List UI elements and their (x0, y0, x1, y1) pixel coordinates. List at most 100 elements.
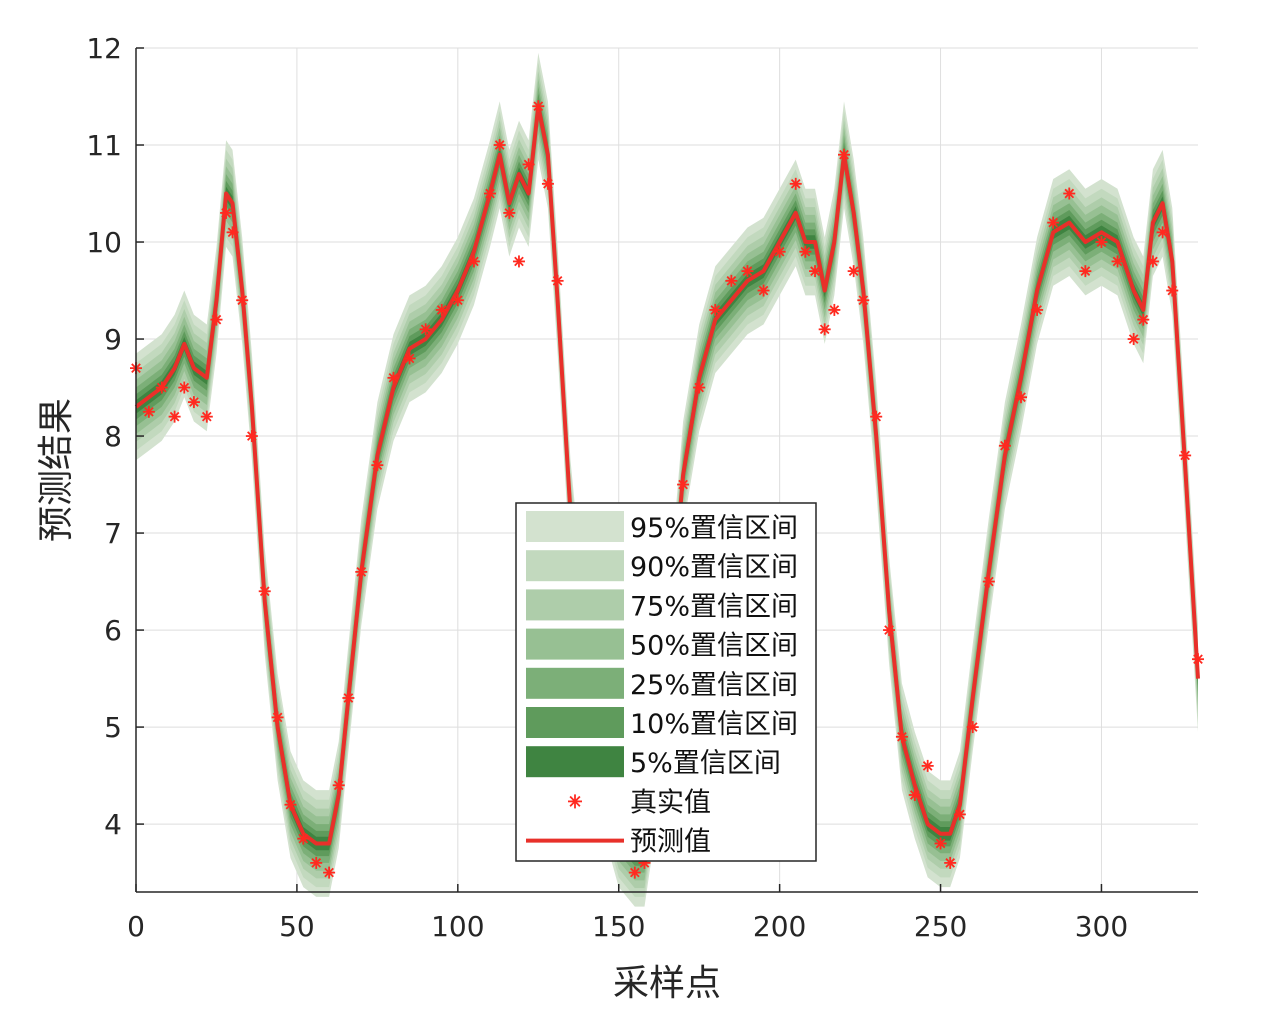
actual-point (1047, 216, 1060, 229)
actual-point (693, 381, 706, 394)
x-tick-label: 100 (431, 910, 484, 943)
actual-point (966, 721, 979, 734)
actual-point (532, 100, 545, 113)
actual-point (725, 274, 738, 287)
actual-point (757, 284, 770, 297)
actual-point (258, 585, 271, 598)
actual-point (1156, 226, 1169, 239)
actual-point (883, 624, 896, 637)
actual-point (541, 177, 554, 190)
y-tick-label: 12 (86, 32, 122, 65)
actual-point (419, 323, 432, 336)
actual-point (1166, 284, 1179, 297)
actual-point (870, 410, 883, 423)
actual-point (1063, 187, 1076, 200)
actual-point (1137, 313, 1150, 326)
actual-point (245, 430, 258, 443)
actual-point (1111, 255, 1124, 268)
legend-swatch (526, 746, 624, 778)
y-tick-label: 11 (86, 129, 122, 162)
actual-point (1146, 255, 1159, 268)
actual-point (142, 405, 155, 418)
actual-point (895, 730, 908, 743)
actual-point (200, 410, 213, 423)
actual-point (342, 691, 355, 704)
actual-point (310, 856, 323, 869)
actual-point (1095, 236, 1108, 249)
actual-point (467, 255, 480, 268)
actual-point (451, 294, 464, 307)
actual-point (628, 866, 641, 879)
legend-swatch (526, 667, 624, 699)
actual-point (934, 837, 947, 850)
legend-label: 真实值 (630, 787, 711, 818)
actual-point (857, 294, 870, 307)
ticks: 0 50 100 150 200 250 300 4 5 6 7 8 9 10 11 12 (86, 32, 1128, 943)
actual-point (921, 759, 934, 772)
actual-point (838, 148, 850, 161)
actual-point (284, 798, 297, 811)
x-tick-label: 50 (279, 910, 315, 943)
legend-label: 5%置信区间 (630, 748, 781, 779)
actual-point (178, 381, 191, 394)
actual-point (503, 206, 516, 219)
legend-label: 95%置信区间 (630, 513, 798, 544)
y-axis-label: 预测结果 (36, 398, 77, 542)
x-tick-label: 150 (592, 910, 645, 943)
actual-point (1192, 653, 1204, 666)
actual-point (210, 313, 223, 326)
actual-point (512, 255, 525, 268)
legend-label: 10%置信区间 (630, 709, 798, 740)
actual-point (220, 206, 233, 219)
legend-actual-marker (568, 794, 582, 809)
actual-point (809, 265, 822, 278)
actual-point (982, 575, 995, 588)
actual-point (403, 352, 416, 365)
legend-label: 50%置信区间 (630, 631, 798, 662)
actual-point (709, 303, 722, 316)
actual-point (551, 274, 564, 287)
actual-point (828, 303, 841, 316)
actual-point (323, 866, 336, 879)
actual-point (998, 439, 1011, 452)
x-tick-label: 250 (914, 910, 967, 943)
actual-point (371, 459, 384, 472)
legend-swatch (526, 550, 624, 582)
actual-point (944, 856, 957, 869)
x-tick-label: 300 (1075, 910, 1128, 943)
legend: 95%置信区间 90%置信区间 75%置信区间 50%置信区间 25%置信区间 10%置信… (515, 502, 817, 862)
y-tick-label: 5 (104, 711, 122, 744)
actual-point (953, 808, 966, 821)
actual-point (271, 711, 284, 724)
y-tick-label: 4 (104, 808, 122, 841)
actual-point (847, 265, 860, 278)
legend-swatch (526, 707, 624, 738)
actual-point (168, 410, 181, 423)
actual-point (226, 226, 239, 239)
legend-swatch (526, 589, 624, 621)
legend-swatch (526, 511, 624, 542)
actual-point (484, 187, 496, 200)
y-tick-label: 7 (104, 517, 122, 550)
actual-point (187, 396, 200, 409)
actual-point (1179, 449, 1192, 462)
actual-point (1079, 265, 1092, 278)
actual-point (297, 832, 310, 845)
actual-point (155, 381, 168, 394)
x-axis-label: 采样点 (613, 963, 721, 1004)
actual-point (1015, 391, 1027, 404)
y-tick-label: 6 (104, 614, 122, 647)
actual-point (677, 478, 690, 491)
actual-point (387, 371, 400, 384)
legend-swatch (526, 628, 624, 660)
axes (135, 48, 1198, 893)
actual-point (493, 139, 506, 152)
actual-point (799, 245, 812, 258)
x-tick-label: 0 (127, 910, 145, 943)
actual-point (818, 323, 831, 336)
actual-point (435, 303, 448, 316)
x-tick-label: 200 (753, 910, 806, 943)
y-tick-label: 10 (86, 226, 122, 259)
actual-point (355, 565, 368, 578)
